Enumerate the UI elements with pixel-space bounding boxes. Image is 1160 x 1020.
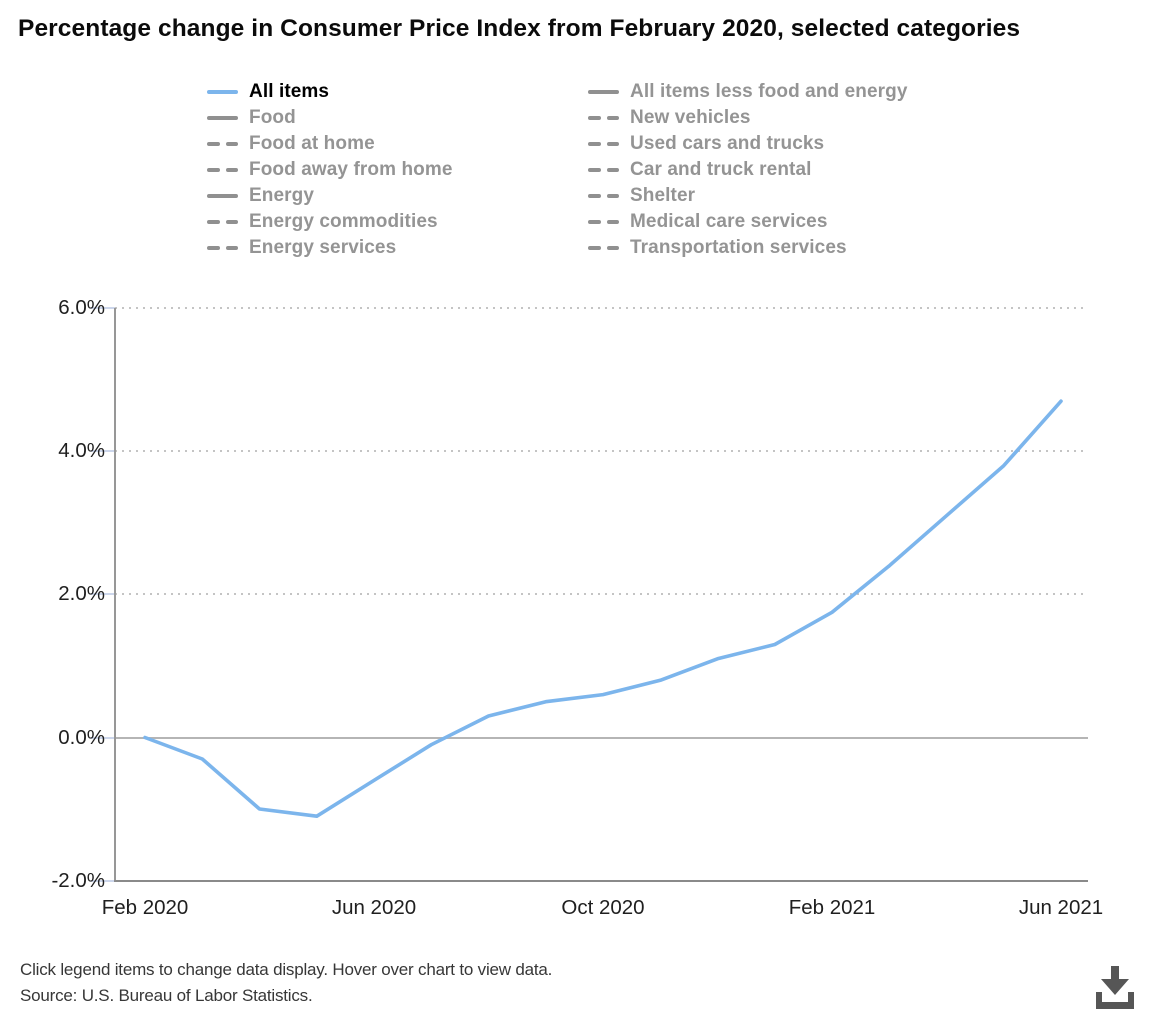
- gridline-6.0%: [115, 307, 1088, 310]
- x-axis-label-feb-2020: Feb 2020: [101, 896, 189, 919]
- solid-line-swatch-icon: [207, 90, 238, 94]
- legend-label: Transportation services: [630, 237, 847, 258]
- x-axis-label-jun-2021: Jun 2021: [1018, 896, 1104, 919]
- y-axis-tick: [91, 736, 115, 739]
- legend-hint-text: Click legend items to change data displa…: [20, 960, 553, 979]
- legend-item-all-items-less-food-and-energy[interactable]: All items less food and energy: [588, 79, 908, 105]
- dashed-line-swatch-icon: [588, 116, 619, 120]
- gridline-4.0%: [115, 450, 1088, 453]
- legend-label: Energy: [249, 185, 315, 206]
- y-axis-tick: [91, 450, 115, 453]
- zero-baseline: [115, 736, 1088, 739]
- y-axis-line: [114, 308, 116, 881]
- download-chart-button[interactable]: [1088, 960, 1142, 1012]
- dashed-line-swatch-icon: [207, 220, 238, 224]
- series-line-all-items: [143, 399, 1063, 819]
- dashed-line-swatch-icon: [207, 142, 238, 146]
- solid-line-swatch-icon: [207, 194, 238, 198]
- y-axis-label: 2.0%: [58, 582, 105, 606]
- download-icon: [1096, 966, 1134, 1009]
- legend-item-used-cars-and-trucks[interactable]: Used cars and trucks: [588, 131, 908, 157]
- legend-label: New vehicles: [630, 107, 751, 128]
- legend-item-food-away-from-home[interactable]: Food away from home: [207, 157, 453, 183]
- dashed-line-swatch-icon: [588, 220, 619, 224]
- legend-label: Medical care services: [630, 211, 828, 232]
- legend-item-shelter[interactable]: Shelter: [588, 183, 908, 209]
- legend-label: Food: [249, 107, 296, 128]
- y-axis-label: 0.0%: [58, 725, 105, 749]
- legend-label: Food away from home: [249, 159, 453, 180]
- legend-label: Energy commodities: [249, 211, 438, 232]
- legend-item-energy[interactable]: Energy: [207, 183, 453, 209]
- dashed-line-swatch-icon: [207, 168, 238, 172]
- x-axis-label-feb-2021: Feb 2021: [788, 896, 876, 919]
- x-axis-label-jun-2020: Jun 2020: [331, 896, 417, 919]
- legend-item-energy-commodities[interactable]: Energy commodities: [207, 209, 453, 235]
- legend-label: Energy services: [249, 237, 397, 258]
- legend-label: All items: [249, 81, 330, 102]
- legend-item-car-and-truck-rental[interactable]: Car and truck rental: [588, 157, 908, 183]
- gridline-2.0%: [115, 593, 1088, 596]
- y-axis-label: -2.0%: [51, 868, 105, 892]
- legend-column-right: All items less food and energy New vehicl…: [588, 79, 908, 261]
- legend-item-all-items[interactable]: All items: [207, 79, 453, 105]
- source-text: Source: U.S. Bureau of Labor Statistics.: [20, 985, 313, 1005]
- x-axis-label-oct-2020: Oct 2020: [561, 896, 645, 919]
- dashed-line-swatch-icon: [588, 168, 619, 172]
- y-axis-label: 4.0%: [58, 439, 105, 463]
- legend-label: Used cars and trucks: [630, 133, 825, 154]
- y-axis-tick: [91, 593, 115, 596]
- dashed-line-swatch-icon: [588, 194, 619, 198]
- legend-label: Shelter: [630, 185, 696, 206]
- dashed-line-swatch-icon: [588, 142, 619, 146]
- y-axis-label: 6.0%: [58, 296, 105, 320]
- legend-item-food[interactable]: Food: [207, 105, 453, 131]
- legend-item-new-vehicles[interactable]: New vehicles: [588, 105, 908, 131]
- solid-line-swatch-icon: [588, 90, 619, 94]
- legend-item-food-at-home[interactable]: Food at home: [207, 131, 453, 157]
- legend-label: Car and truck rental: [630, 159, 812, 180]
- dashed-line-swatch-icon: [588, 246, 619, 250]
- legend-item-energy-services[interactable]: Energy services: [207, 235, 453, 261]
- solid-line-swatch-icon: [207, 116, 238, 120]
- legend-label: Food at home: [249, 133, 375, 154]
- dashed-line-swatch-icon: [207, 246, 238, 250]
- legend-item-medical-care-services[interactable]: Medical care services: [588, 209, 908, 235]
- legend-item-transportation-services[interactable]: Transportation services: [588, 235, 908, 261]
- y-axis-tick: [91, 879, 115, 882]
- legend-column-left: All items Food Food at home Food away from …: [207, 79, 453, 261]
- y-axis-tick: [91, 307, 115, 310]
- x-axis-line: [114, 879, 1088, 883]
- page-title: Percentage change in Consumer Price Inde…: [18, 15, 1021, 42]
- legend-label: All items less food and energy: [630, 81, 908, 102]
